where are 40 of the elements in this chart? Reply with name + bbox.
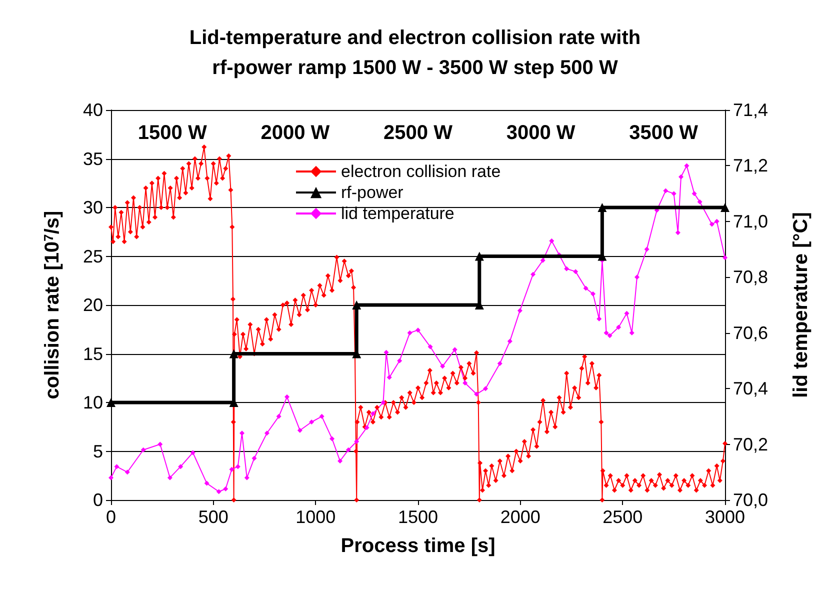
x-axis-title: Process time [s] bbox=[340, 535, 496, 557]
y-tick-label: 0 bbox=[92, 490, 103, 510]
y2-tick-label: 70,0 bbox=[733, 490, 768, 510]
annotation: 1500 W bbox=[138, 122, 207, 144]
y-tick-label: 30 bbox=[82, 198, 103, 218]
y2-tick-label: 70,6 bbox=[733, 322, 768, 343]
y-axis-title: collision rate [107/s] bbox=[41, 210, 64, 400]
annotation: 3000 W bbox=[506, 122, 576, 144]
x-tick-label: 1000 bbox=[296, 507, 336, 527]
annotation: 2000 W bbox=[260, 122, 330, 144]
y2-tick-label: 71,4 bbox=[733, 100, 768, 120]
y2-tick-label: 71,0 bbox=[733, 211, 768, 232]
point bbox=[598, 203, 607, 212]
y-tick-label: 40 bbox=[82, 100, 103, 120]
x-tick-label: 0 bbox=[106, 507, 116, 527]
y-tick-label: 20 bbox=[82, 295, 103, 315]
legend-label: electron collision rate bbox=[341, 162, 501, 181]
y2-tick-label: 70,4 bbox=[733, 378, 768, 399]
point bbox=[720, 203, 730, 212]
point bbox=[229, 349, 238, 358]
chart-title: Lid-temperature and electron collision rate with rf-power ramp 1500 W - 3500 W step 500 W bbox=[189, 27, 641, 79]
y2-tick-label: 71,2 bbox=[733, 156, 768, 176]
point bbox=[474, 252, 484, 261]
y-tick-label: 25 bbox=[82, 246, 103, 266]
y2-tick-label: 70,8 bbox=[733, 267, 768, 288]
y-tick-label: 5 bbox=[92, 441, 103, 462]
annotation: 3500 W bbox=[629, 122, 698, 144]
y2-tick-label: 70,2 bbox=[733, 434, 768, 454]
y-tick-label: 15 bbox=[82, 344, 103, 364]
x-tick-label: 2500 bbox=[602, 507, 643, 527]
x-tick-label: 2000 bbox=[500, 507, 540, 527]
x-tick-label: 3000 bbox=[704, 507, 746, 527]
y2-axis-title: lid temperature [°C] bbox=[790, 212, 812, 398]
annotation: 2500 W bbox=[384, 122, 453, 144]
x-tick-label: 1500 bbox=[398, 507, 438, 527]
point bbox=[352, 300, 362, 310]
x-tick-label: 500 bbox=[198, 507, 228, 527]
y-tick-label: 35 bbox=[82, 148, 103, 169]
y-tick-label: 10 bbox=[82, 392, 103, 412]
legend-label: rf-power bbox=[341, 183, 404, 202]
